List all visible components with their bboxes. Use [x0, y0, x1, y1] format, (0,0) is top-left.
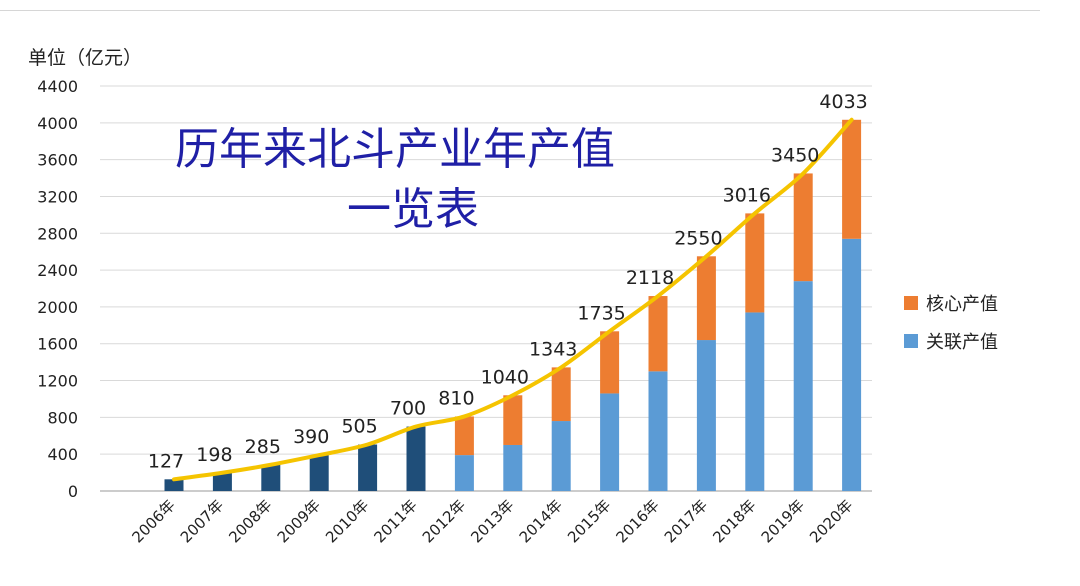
x-tick-label: 2019年 — [758, 496, 808, 546]
x-tick-label: 2010年 — [322, 496, 372, 546]
x-tick-label: 2009年 — [274, 496, 324, 546]
y-tick-label: 0 — [68, 482, 78, 501]
y-tick-label: 4400 — [37, 77, 78, 96]
total-label: 4033 — [819, 91, 867, 113]
bar-total — [358, 444, 378, 491]
bar-related-segment — [503, 444, 523, 491]
bar-related-segment — [600, 393, 620, 491]
header-divider — [0, 10, 1040, 11]
bar-related-segment — [842, 238, 862, 491]
x-tick-label: 2013年 — [467, 496, 517, 546]
legend-label-related: 关联产值 — [926, 332, 998, 353]
total-label: 390 — [293, 426, 329, 448]
legend-label-core: 核心产值 — [926, 294, 998, 315]
total-label: 285 — [245, 436, 281, 458]
y-tick-label: 1600 — [37, 335, 78, 354]
bar-related-segment — [648, 371, 668, 491]
y-tick-label: 400 — [47, 445, 78, 464]
x-tick-label: 2007年 — [177, 496, 227, 546]
x-tick-label: 2017年 — [661, 496, 711, 546]
unit-label: 单位（亿元） — [28, 47, 142, 69]
bar-related-segment — [745, 312, 765, 491]
y-tick-label: 4000 — [37, 114, 78, 133]
total-labels: 127 198 285 390 505 700 810 1040134317352118255… — [148, 91, 868, 473]
total-label: 127 — [148, 450, 184, 472]
total-label: 505 — [341, 416, 377, 438]
y-tick-label: 2800 — [37, 224, 78, 243]
grid-lines — [100, 85, 872, 492]
y-tick-label: 3200 — [37, 187, 78, 206]
y-tick-label: 1200 — [37, 372, 78, 391]
y-tick-label: 2000 — [37, 298, 78, 317]
bar-related-segment — [551, 421, 571, 491]
total-label: 1040 — [481, 366, 529, 388]
chart-title-line-2: 一览表 — [347, 184, 479, 235]
bar-core-segment — [793, 173, 813, 282]
bar-total — [406, 426, 426, 491]
total-trend-line — [172, 117, 854, 482]
y-tick-label: 3600 — [37, 151, 78, 170]
bar-total — [212, 472, 232, 491]
bar-core-segment — [600, 331, 620, 394]
x-tick-label: 2020年 — [806, 496, 856, 546]
total-label: 1735 — [577, 302, 625, 324]
page-footer-fragment — [60, 572, 1050, 586]
bar-core-segment — [842, 119, 862, 239]
total-label: 810 — [438, 387, 474, 409]
total-label: 2118 — [626, 267, 674, 289]
x-tick-label: 2012年 — [419, 496, 469, 546]
bar-core-segment — [454, 416, 474, 456]
bar-total — [261, 464, 281, 491]
bar-related-segment — [696, 340, 716, 491]
x-axis-ticks: 2006年2007年2008年2009年2010年2011年2012年2013年… — [128, 496, 856, 546]
x-tick-label: 2011年 — [370, 496, 420, 546]
x-tick-label: 2015年 — [564, 496, 614, 546]
y-tick-label: 2400 — [37, 261, 78, 280]
chart-title-line-1: 历年来北斗产业年产值 — [175, 124, 615, 175]
legend-swatch-core — [904, 296, 918, 310]
legend-swatch-related — [904, 334, 918, 348]
x-tick-label: 2018年 — [709, 496, 759, 546]
total-label: 3016 — [723, 184, 771, 206]
total-label: 700 — [390, 398, 426, 420]
bar-core-segment — [696, 256, 716, 341]
bar-related-segment — [454, 455, 474, 491]
bars — [164, 119, 862, 491]
bar-core-segment — [648, 296, 668, 372]
bar-core-segment — [551, 367, 571, 422]
x-tick-label: 2014年 — [516, 496, 566, 546]
total-label: 2550 — [674, 227, 722, 249]
total-label: 3450 — [771, 144, 819, 166]
x-tick-label: 2016年 — [612, 496, 662, 546]
y-tick-label: 800 — [47, 408, 78, 427]
trend-line — [172, 117, 854, 482]
bar-total — [309, 455, 329, 491]
bar-related-segment — [793, 281, 813, 491]
bar-total — [164, 479, 184, 491]
legend: 核心产值 关联产值 — [904, 294, 998, 353]
bar-core-segment — [745, 213, 765, 313]
bar-core-segment — [503, 395, 523, 445]
y-axis-ticks: 0 400 800 1200 1600 2000 2400 2800 3200 3600 4000 4… — [37, 77, 78, 501]
x-tick-label: 2008年 — [225, 496, 275, 546]
x-tick-label: 2006年 — [128, 496, 178, 546]
total-label: 198 — [196, 444, 232, 466]
total-label: 1343 — [529, 338, 577, 360]
